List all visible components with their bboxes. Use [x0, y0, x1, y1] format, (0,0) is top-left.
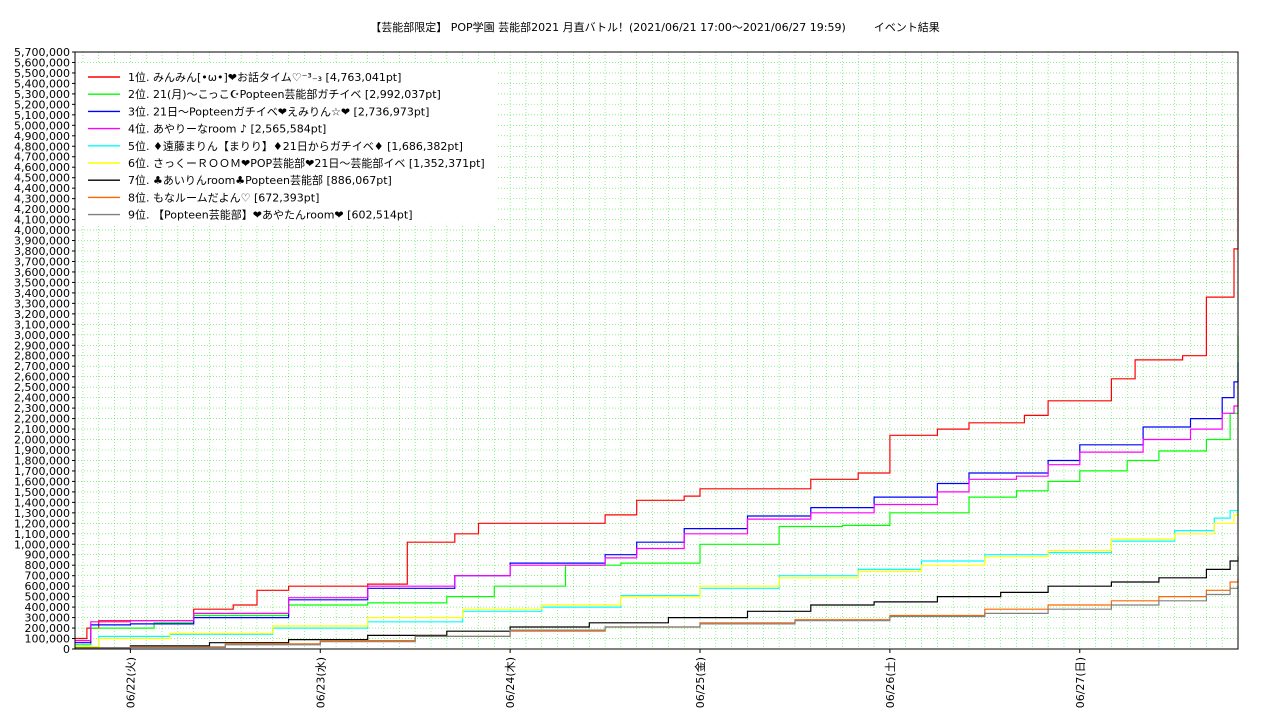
y-tick-label: 3,900,000 — [14, 235, 70, 248]
y-tick-label: 400,000 — [25, 601, 71, 614]
y-tick-label: 1,900,000 — [14, 444, 70, 457]
legend-label: 7位. ♣あいりんroom♣Popteen芸能部 [886,067pt] — [128, 173, 392, 187]
y-tick-label: 3,000,000 — [14, 329, 70, 342]
y-tick-label: 2,200,000 — [14, 413, 70, 426]
plot-frame — [74, 51, 1239, 650]
y-tick-label: 2,600,000 — [14, 371, 70, 384]
y-tick-label: 4,700,000 — [14, 151, 70, 164]
legend-label: 3位. 21日〜Popteenガチイベ❤えみりん☆❤ [2,736,973pt] — [128, 104, 429, 118]
series-line-1 — [75, 150, 1239, 640]
y-tick-label: 900,000 — [25, 549, 71, 562]
y-tick-label: 4,100,000 — [14, 214, 70, 227]
y-tick-label: 700,000 — [25, 570, 71, 583]
y-tick-label: 2,500,000 — [14, 381, 70, 394]
y-tick-label: 1,800,000 — [14, 454, 70, 467]
legend-label: 5位. ♦遠藤まりん【まりり】♦21日からガチイベ♦ [1,686,382pt] — [128, 139, 463, 153]
y-tick-label: 1,600,000 — [14, 475, 70, 488]
x-tick-label: 06/27(日) — [1074, 657, 1087, 708]
y-tick-label: 1,300,000 — [14, 507, 70, 520]
legend-label: 8位. もなルームだよん♡ [672,393pt] — [128, 190, 319, 204]
legend-label: 2位. 21(月)〜こっこ☪Popteen芸能部ガチイベ [2,992,037p… — [128, 87, 441, 101]
x-tick-label: 06/25(金) — [693, 657, 707, 708]
y-tick-label: 1,400,000 — [14, 496, 70, 509]
legend-label: 9位. 【Popteen芸能部】❤あやたんroom❤ [602,514pt] — [128, 208, 413, 222]
y-tick-label: 2,900,000 — [14, 339, 70, 352]
y-tick-label: 5,200,000 — [14, 98, 70, 111]
y-tick-label: 200,000 — [25, 622, 71, 635]
y-tick-label: 3,200,000 — [14, 308, 70, 321]
series-line-7 — [75, 556, 1239, 649]
y-tick-label: 5,600,000 — [14, 56, 70, 69]
series-line-4 — [75, 380, 1239, 642]
y-tick-label: 3,600,000 — [14, 266, 70, 279]
y-tick-label: 3,500,000 — [14, 276, 70, 289]
y-tick-label: 2,700,000 — [14, 360, 70, 373]
y-tick-label: 5,400,000 — [14, 77, 70, 90]
legend-label: 4位. あやりーなroom ♪ [2,565,584pt] — [128, 122, 326, 136]
y-tick-label: 3,300,000 — [14, 297, 70, 310]
y-tick-label: 3,700,000 — [14, 255, 70, 268]
y-tick-label: 100,000 — [25, 633, 71, 646]
y-tick-label: 3,400,000 — [14, 287, 70, 300]
y-tick-label: 4,200,000 — [14, 203, 70, 216]
y-tick-label: 4,500,000 — [14, 172, 70, 185]
y-tick-label: 1,200,000 — [14, 517, 70, 530]
legend: 1位. みんみん[•ω•]❤お話タイム♡⁻³₋₃ [4,763,041pt] 2位… — [76, 63, 496, 224]
y-tick-label: 2,800,000 — [14, 350, 70, 363]
legend-label: 6位. さっくーＲＯＯＭ❤POP芸能部❤21日〜芸能部イベ [1,352,371… — [128, 156, 485, 170]
tick-layer: 0100,000200,000300,000400,000500,000600,… — [14, 46, 1087, 708]
x-tick-label: 06/22(火) — [124, 657, 137, 708]
y-tick-label: 1,500,000 — [14, 486, 70, 499]
chart-title: 【芸能部限定】 POP学園 芸能部2021 月直バトル！(2021/06/21 … — [370, 21, 940, 34]
y-tick-label: 2,300,000 — [14, 402, 70, 415]
y-tick-label: 300,000 — [25, 612, 71, 625]
y-tick-label: 3,100,000 — [14, 318, 70, 331]
y-tick-label: 1,100,000 — [14, 528, 70, 541]
y-tick-label: 1,700,000 — [14, 465, 70, 478]
y-tick-label: 2,400,000 — [14, 392, 70, 405]
y-tick-label: 4,300,000 — [14, 193, 70, 206]
y-tick-label: 800,000 — [25, 559, 71, 572]
legend-label: 1位. みんみん[•ω•]❤お話タイム♡⁻³₋₃ [4,763,041pt] — [128, 70, 401, 84]
x-tick-label: 06/24(木) — [504, 657, 517, 708]
y-tick-label: 500,000 — [25, 591, 71, 604]
series-line-5 — [75, 472, 1239, 648]
legend-background — [76, 63, 496, 224]
y-tick-label: 4,400,000 — [14, 182, 70, 195]
y-tick-label: 2,000,000 — [14, 434, 70, 447]
y-tick-label: 5,100,000 — [14, 109, 70, 122]
series-line-9 — [75, 585, 1239, 650]
y-tick-label: 4,900,000 — [14, 130, 70, 143]
y-tick-label: 4,600,000 — [14, 161, 70, 174]
x-tick-label: 06/26(土) — [884, 657, 897, 708]
series-line-6 — [75, 507, 1239, 648]
y-tick-label: 5,700,000 — [14, 46, 70, 59]
y-tick-label: 600,000 — [25, 580, 71, 593]
y-tick-label: 5,300,000 — [14, 88, 70, 101]
y-tick-label: 0 — [63, 643, 70, 656]
y-tick-label: 5,000,000 — [14, 119, 70, 132]
x-tick-label: 06/23(水) — [314, 657, 327, 708]
y-tick-label: 2,100,000 — [14, 423, 70, 436]
y-tick-label: 4,800,000 — [14, 140, 70, 153]
series-layer — [75, 150, 1239, 650]
y-tick-label: 4,000,000 — [14, 224, 70, 237]
y-tick-label: 5,500,000 — [14, 67, 70, 80]
y-tick-label: 3,800,000 — [14, 245, 70, 258]
y-tick-label: 1,000,000 — [14, 538, 70, 551]
series-line-2 — [75, 335, 1239, 646]
